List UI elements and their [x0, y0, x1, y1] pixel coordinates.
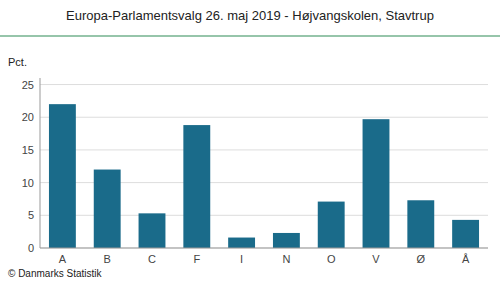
x-tick-label: N — [282, 253, 290, 265]
y-axis-label: Pct. — [8, 56, 27, 68]
x-tick-label: A — [59, 253, 67, 265]
grid-line — [40, 149, 488, 150]
bar — [49, 104, 76, 248]
title-rule — [0, 35, 500, 36]
footer: © Danmarks Statistik — [8, 268, 103, 279]
x-tick-label: V — [372, 253, 380, 265]
grid-line — [40, 117, 488, 118]
bar — [452, 220, 479, 248]
bar — [183, 125, 210, 248]
bar — [407, 200, 434, 248]
x-tick-label: Å — [462, 253, 470, 265]
bar — [139, 213, 166, 248]
x-tick-label: O — [327, 253, 336, 265]
bar — [273, 233, 300, 248]
x-axis-line — [40, 248, 488, 249]
bar — [363, 119, 390, 248]
y-tick-label: 10 — [22, 177, 34, 189]
x-tick-label: F — [193, 253, 200, 265]
y-tick-label: 15 — [22, 144, 34, 156]
x-tick-label: B — [104, 253, 111, 265]
bars — [49, 104, 479, 248]
y-tick-label: 0 — [28, 242, 34, 254]
grid-line — [40, 84, 488, 85]
x-tick-label: C — [148, 253, 156, 265]
y-tick-label: 20 — [22, 111, 34, 123]
bar — [228, 238, 255, 248]
x-tick-label: I — [240, 253, 243, 265]
grid-line — [40, 248, 488, 249]
chart-container: Europa-Parlamentsvalg 26. maj 2019 - Høj… — [0, 0, 500, 282]
title: Europa-Parlamentsvalg 26. maj 2019 - Høj… — [66, 8, 434, 23]
y-tick-label: 5 — [28, 209, 34, 221]
grid — [40, 85, 488, 248]
chart: Europa-Parlamentsvalg 26. maj 2019 - Høj… — [0, 0, 500, 282]
y-axis-line — [40, 78, 41, 248]
y-tick-label: 25 — [22, 79, 34, 91]
bar — [318, 202, 345, 248]
bar — [94, 170, 121, 248]
x-tick-label: Ø — [417, 253, 426, 265]
